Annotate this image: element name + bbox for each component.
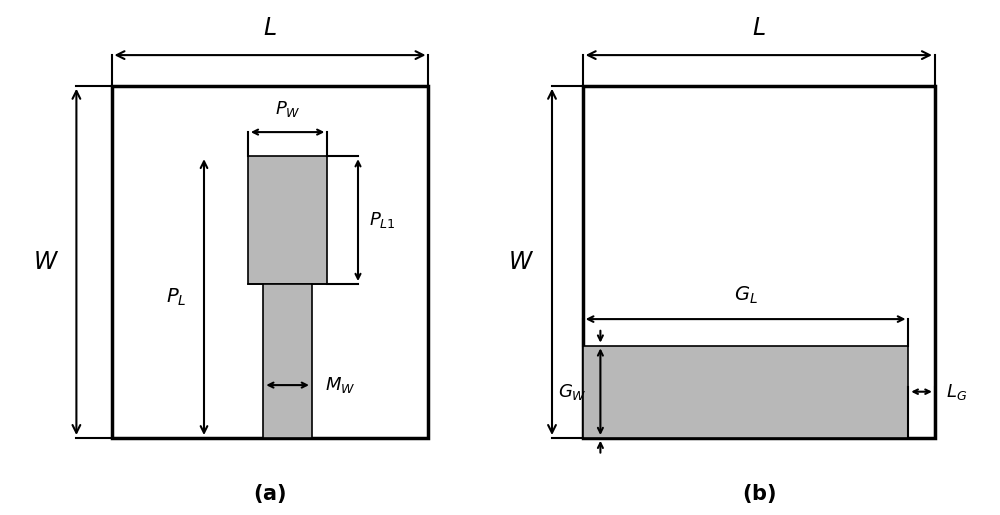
Text: $L_G$: $L_G$: [946, 382, 967, 402]
Text: $P_{L1}$: $P_{L1}$: [369, 210, 396, 230]
Text: $W$: $W$: [508, 250, 534, 274]
Text: $W$: $W$: [33, 250, 59, 274]
Bar: [583, 86, 935, 438]
Text: $P_W$: $P_W$: [275, 99, 300, 119]
Text: $\bf{(a)}$: $\bf{(a)}$: [253, 482, 287, 505]
Text: $P_L$: $P_L$: [166, 286, 186, 308]
Text: $G_W$: $G_W$: [558, 382, 587, 402]
Bar: [263, 284, 312, 438]
Text: $L$: $L$: [752, 15, 766, 40]
Bar: [248, 156, 327, 284]
Text: $\bf{(b)}$: $\bf{(b)}$: [742, 482, 776, 505]
Bar: [112, 86, 428, 438]
Text: $L$: $L$: [263, 15, 277, 40]
Text: $G_L$: $G_L$: [734, 285, 758, 306]
Bar: [583, 346, 908, 438]
Text: $M_W$: $M_W$: [325, 375, 355, 395]
